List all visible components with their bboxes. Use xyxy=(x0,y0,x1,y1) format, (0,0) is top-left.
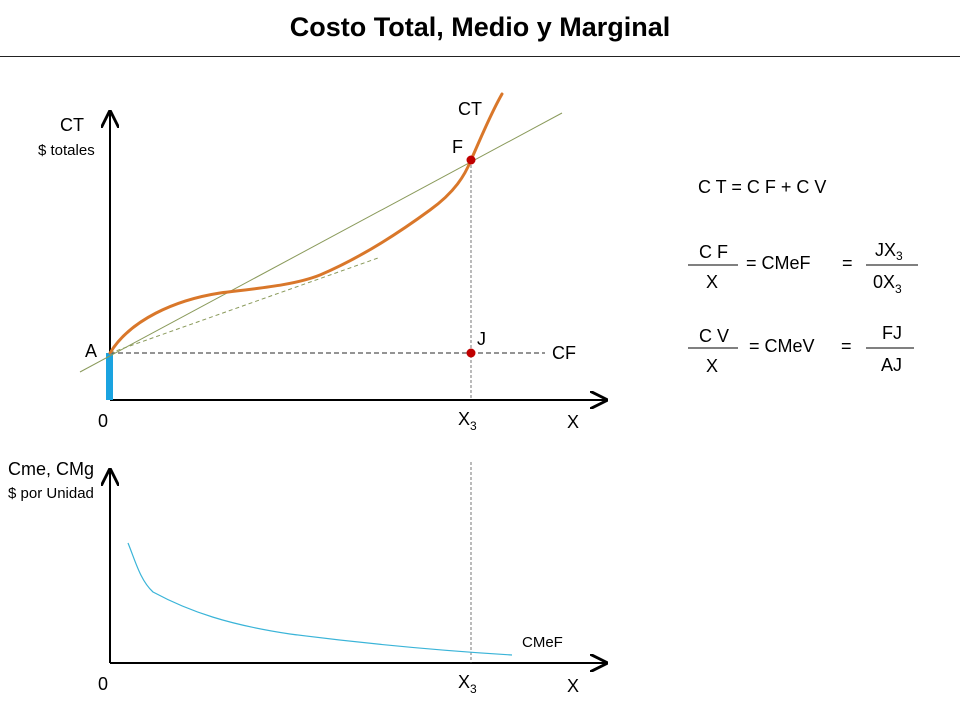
bottom-x3-main: X xyxy=(458,672,470,692)
bottom-x-axis-label: X xyxy=(567,676,579,696)
top-x3-main: X xyxy=(458,409,470,429)
title-divider xyxy=(0,56,960,57)
top-y-label: CT xyxy=(60,115,84,135)
top-x3-sub: 3 xyxy=(470,419,477,433)
top-y-sublabel: $ totales xyxy=(38,142,95,159)
equations-panel: C T = C F + C V C F X = CMeF = JX3 0X3 C… xyxy=(688,177,918,376)
frac-cf-denominator: X xyxy=(706,272,718,292)
fixed-cost-bar xyxy=(106,353,113,400)
bottom-x3-sub: 3 xyxy=(470,682,477,696)
bottom-y-label: Cme, CMg xyxy=(8,459,94,479)
cmev-equation: = CMeV xyxy=(749,336,815,356)
tangent-dashed-line xyxy=(109,257,379,354)
jx3-main: JX xyxy=(875,240,896,260)
frac-0x3-denominator: 0X3 xyxy=(873,272,902,296)
top-origin-label: 0 xyxy=(98,411,108,431)
bottom-origin-label: 0 xyxy=(98,674,108,694)
0x3-main: 0X xyxy=(873,272,895,292)
bottom-y-sublabel: $ por Unidad xyxy=(8,485,94,502)
frac-fj-numerator: FJ xyxy=(882,323,902,343)
cmef-curve xyxy=(127,542,513,656)
frac-aj-denominator: AJ xyxy=(881,355,902,375)
point-a-label: A xyxy=(85,341,97,361)
point-f-marker xyxy=(466,155,476,165)
frac-jx3-numerator: JX3 xyxy=(875,240,903,263)
top-x3-label: X3 xyxy=(458,409,477,433)
equals-sign-2: = xyxy=(841,336,852,356)
cmef-equation: = CMeF xyxy=(746,253,811,273)
0x3-sub: 3 xyxy=(895,282,902,296)
ct-curve-label: CT xyxy=(458,99,482,119)
equation-ct: C T = C F + C V xyxy=(698,177,826,197)
point-f-label: F xyxy=(452,137,463,157)
ray-line xyxy=(79,112,563,373)
frac-cf-numerator: C F xyxy=(699,242,728,262)
equals-sign-1: = xyxy=(842,253,853,273)
frac-cv-denominator: X xyxy=(706,356,718,376)
point-j-label: J xyxy=(477,329,486,349)
bottom-chart: Cme, CMg $ por Unidad CMeF 0 X3 X xyxy=(8,459,606,696)
frac-cv-numerator: C V xyxy=(699,326,729,346)
top-x-axis-label: X xyxy=(567,412,579,432)
point-j-marker xyxy=(466,348,476,358)
top-chart: CT $ totales CT F A J CF 0 X3 X xyxy=(38,92,606,433)
ct-curve xyxy=(108,92,504,355)
bottom-x3-label: X3 xyxy=(458,672,477,696)
cf-label: CF xyxy=(552,343,576,363)
cmef-label: CMeF xyxy=(522,634,563,651)
page-title: Costo Total, Medio y Marginal xyxy=(289,12,671,42)
jx3-sub: 3 xyxy=(896,249,903,263)
